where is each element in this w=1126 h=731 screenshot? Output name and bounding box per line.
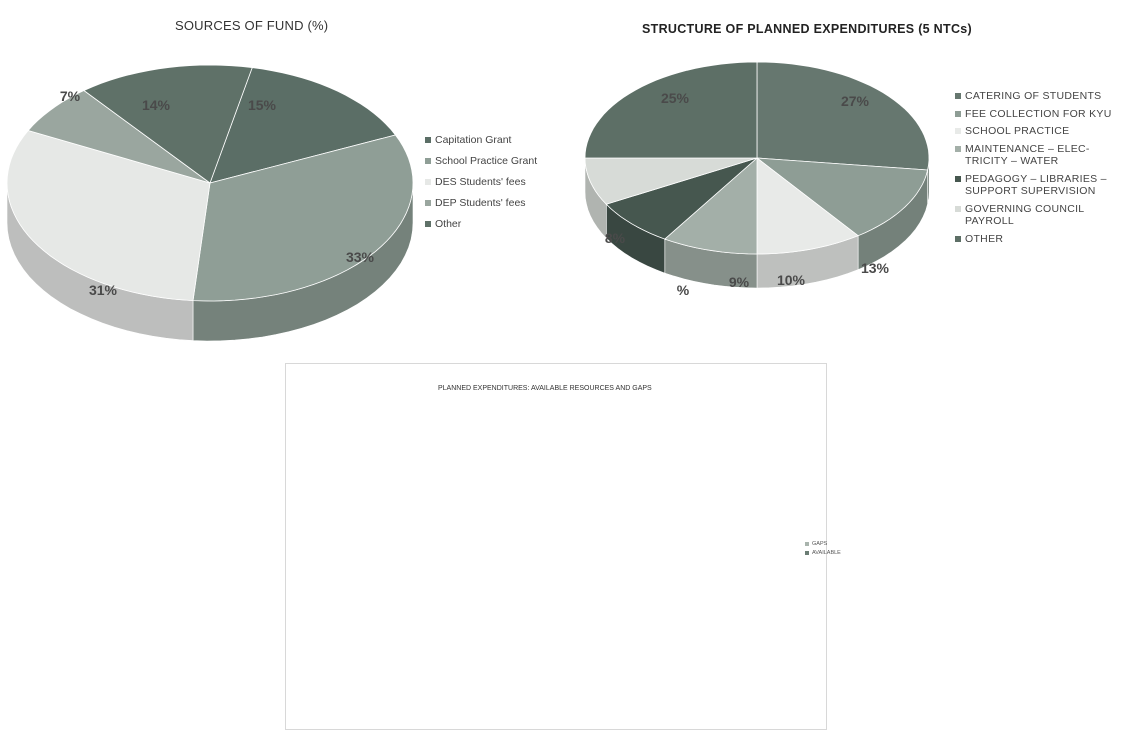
chart-title-sources-of-fund: SOURCES OF FUND (%) [175, 18, 329, 33]
legend-label-1-3: MAINTENANCE – ELEC-TRICITY – WATER [965, 142, 1090, 168]
bar-legend-item-0: GAPS [805, 540, 841, 549]
pie-slice-0-0 [209, 67, 397, 184]
legend-swatch-1-2 [955, 128, 961, 134]
pie-value-label-0-3: 7% [60, 88, 81, 104]
pie-value-label-0-2: 31% [89, 282, 118, 298]
pie-slice-1-1 [755, 157, 929, 237]
pie-slice-1-4 [605, 157, 758, 240]
pie-chart-1: 27% 13% 10% 9%% 8% 25% [584, 61, 930, 298]
legend-label-1-2: SCHOOL PRACTICE [965, 125, 1070, 137]
legend-item-0-0: Capitation Grant [425, 130, 537, 151]
pie-slice-0-2 [6, 130, 211, 302]
pie-slice-1-3 [664, 157, 758, 255]
legend-sources-of-fund: Capitation Grant School Practice Grant DES… [425, 130, 537, 235]
pie-sides-1 [584, 157, 930, 289]
legend-label-1-1: FEE COLLECTION FOR KYU [965, 107, 1112, 120]
pie-slice-1-5 [584, 157, 758, 205]
legend-item-1-6: OTHER [955, 233, 1125, 246]
pie-slice-0-3 [27, 90, 211, 184]
legend-swatch-0-4 [425, 221, 431, 227]
bar-legend-label-1: AVAILABLE [812, 550, 841, 556]
pie-value-label-1-0: 27% [841, 93, 870, 109]
legend-item-0-4: Other [425, 214, 537, 235]
legend-resources-and-gaps: GAPS AVAILABLE [805, 540, 841, 558]
legend-swatch-1-5 [955, 205, 961, 212]
legend-swatch-0-1 [425, 158, 431, 164]
pie-value-label-0-4: 14% [142, 97, 171, 113]
pie-slice-1-0 [756, 61, 930, 171]
legend-swatch-0-2 [425, 179, 431, 185]
pie-slice-0-1 [192, 134, 414, 302]
legend-item-1-3: MAINTENANCE – ELEC-TRICITY – WATER [955, 143, 1125, 168]
legend-item-1-2: SCHOOL PRACTICE [955, 125, 1125, 138]
legend-label-0-0: Capitation Grant [435, 134, 512, 146]
bar-legend-label-0: GAPS [812, 541, 828, 547]
pie-slice-1-6 [584, 61, 758, 159]
legend-swatch-1-6 [955, 235, 961, 242]
legend-label-0-1: School Practice Grant [435, 155, 538, 167]
bar-legend-item-1: AVAILABLE [805, 549, 841, 558]
legend-swatch-0-0 [425, 137, 431, 143]
legend-item-1-0: CATERING OF STUDENTS [955, 90, 1125, 103]
chart-title-planned-expenditures: STRUCTURE OF PLANNED EXPENDITURES (5 NTC… [642, 22, 972, 36]
pie-chart-0: 15% 33% 31% 7% 14% [6, 64, 414, 342]
legend-swatch-1-4 [955, 175, 961, 182]
legend-label-0-4: Other [435, 218, 462, 230]
pie-value-label-0-0: 15% [248, 97, 277, 113]
bar-legend-swatch-1 [805, 551, 809, 555]
pie-value-label-1-6: 25% [661, 90, 690, 106]
legend-item-1-1: FEE COLLECTION FOR KYU [955, 108, 1125, 121]
pie-value-label-1-5: 8% [605, 230, 626, 246]
legend-label-1-5: GOVERNING COUNCIL PAYROLL [965, 202, 1085, 228]
legend-item-1-5: GOVERNING COUNCIL PAYROLL [955, 203, 1125, 228]
pie-slice-1-2 [756, 157, 859, 255]
pie-value-label-1-1: 13% [861, 260, 890, 276]
pie-value-label-1-3: 9% [729, 274, 750, 290]
legend-label-1-6: OTHER [965, 232, 1004, 245]
legend-swatch-0-3 [425, 200, 431, 206]
legend-label-0-2: DES Students' fees [435, 176, 526, 188]
legend-label-1-0: CATERING OF STUDENTS [965, 90, 1102, 102]
legend-swatch-1-0 [955, 93, 961, 99]
legend-label-0-3: DEP Students' fees [435, 197, 526, 209]
legend-swatch-1-1 [955, 110, 961, 117]
pie-value-label-1-2: 10% [777, 272, 806, 288]
chart-title-resources-and-gaps: PLANNED EXPENDITURES: AVAILABLE RESOURCE… [438, 385, 652, 392]
legend-item-0-3: DEP Students' fees [425, 193, 537, 214]
bar-legend-swatch-0 [805, 542, 809, 546]
legend-swatch-1-3 [955, 145, 961, 152]
pie-value-label-1-4: % [677, 282, 690, 298]
pie-slice-0-4 [83, 64, 253, 184]
legend-planned-expenditures: CATERING OF STUDENTS FEE COLLECTION FOR K… [955, 90, 1125, 250]
bar-chart-frame [285, 363, 827, 730]
legend-item-0-1: School Practice Grant [425, 151, 537, 172]
legend-label-1-4: PEDAGOGY – LIBRARIES – SUPPORT SUPERVISI… [965, 172, 1107, 198]
legend-item-0-2: DES Students' fees [425, 172, 537, 193]
pie-value-label-0-1: 33% [346, 249, 375, 265]
legend-item-1-4: PEDAGOGY – LIBRARIES – SUPPORT SUPERVISI… [955, 173, 1125, 198]
